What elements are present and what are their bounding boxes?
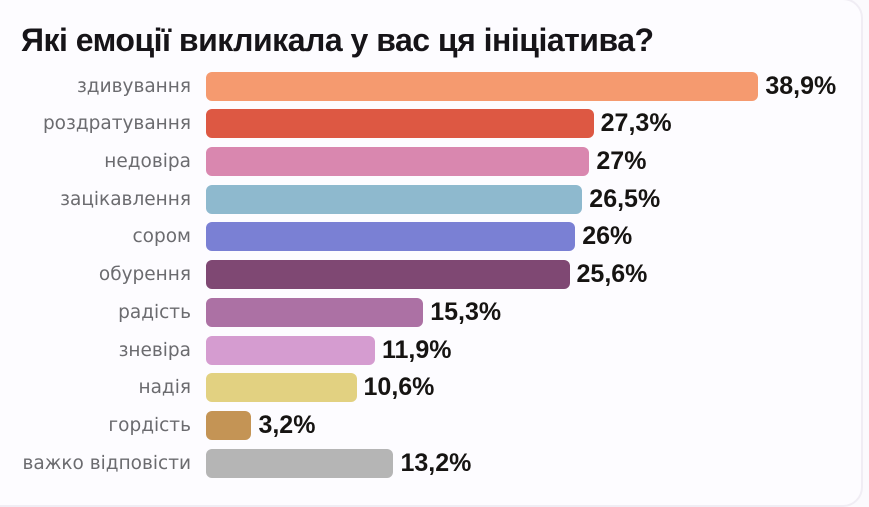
value-label: 38,9%	[765, 71, 837, 100]
chart-row: гордість 3,2%	[0, 407, 869, 445]
bar	[206, 109, 594, 139]
bar	[206, 448, 394, 478]
chart-row: роздратування 27,3%	[0, 105, 869, 143]
bar	[206, 335, 375, 365]
category-label: зацікавлення	[60, 188, 191, 210]
value-label: 15,3%	[430, 297, 502, 326]
chart-row: радість 15,3%	[0, 294, 869, 332]
value-label: 27%	[596, 147, 647, 176]
value-label: 13,2%	[400, 448, 472, 477]
chart-row: зневіра 11,9%	[0, 331, 869, 369]
chart-row: недовіра 27%	[0, 143, 869, 181]
bar	[206, 297, 424, 327]
value-label: 27,3%	[600, 109, 672, 138]
category-label: важко відповісти	[22, 452, 191, 474]
chart-row: зацікавлення 26,5%	[0, 180, 869, 218]
category-label: надія	[138, 377, 192, 399]
bar	[206, 373, 357, 403]
bar-chart: здивування 38,9% роздратування 27,3% нед…	[0, 67, 869, 482]
value-label: 3,2%	[258, 410, 316, 439]
bar	[206, 222, 576, 252]
value-label: 11,9%	[381, 335, 452, 364]
value-label: 26%	[582, 222, 633, 251]
category-label: сором	[132, 226, 191, 248]
bar	[206, 184, 583, 214]
chart-row: надія 10,6%	[0, 369, 869, 407]
bar	[206, 260, 570, 290]
bar	[206, 71, 759, 101]
category-label: гордість	[108, 414, 191, 436]
chart-row: важко відповісти 13,2%	[0, 444, 869, 482]
chart-row: обурення 25,6%	[0, 256, 869, 294]
category-label: зневіра	[118, 339, 191, 361]
bar	[206, 147, 590, 177]
category-label: недовіра	[104, 151, 191, 173]
chart-title: Які емоції викликала у вас ця ініціатива…	[21, 22, 654, 59]
value-label: 26,5%	[589, 184, 661, 213]
bar	[206, 410, 252, 440]
category-label: роздратування	[42, 113, 191, 135]
value-label: 10,6%	[363, 373, 435, 402]
category-label: обурення	[98, 264, 191, 286]
chart-row: сором 26%	[0, 218, 869, 256]
category-label: радість	[118, 301, 191, 323]
chart-row: здивування 38,9%	[0, 67, 869, 105]
category-label: здивування	[76, 75, 191, 97]
value-label: 25,6%	[576, 260, 648, 289]
